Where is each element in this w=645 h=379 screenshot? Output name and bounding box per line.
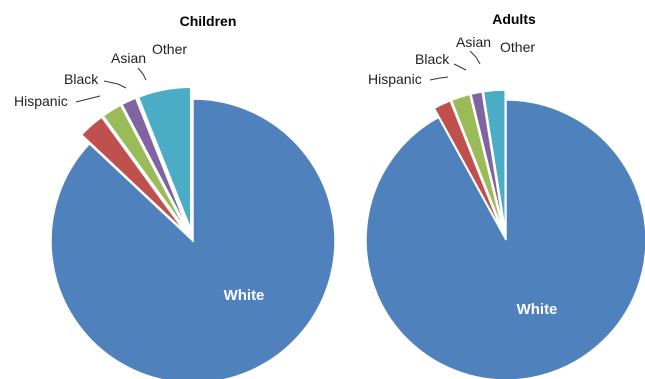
adults-leader-asian: [469, 50, 481, 65]
children-label-hispanic: Hispanic: [14, 93, 68, 109]
adults-label-white: White: [517, 301, 558, 318]
children-slice-asian: [120, 97, 189, 231]
adults-pie-chart: Adults White Hispanic Black Asian Other: [365, 11, 645, 379]
adults-slice-black: [450, 93, 504, 231]
adults-label-black: Black: [415, 51, 450, 67]
children-leader-asian: [137, 67, 147, 81]
adults-leader-hispanic: [429, 76, 449, 81]
children-pie-slices: [50, 86, 336, 379]
children-label-asian: Asian: [111, 50, 146, 66]
children-pie-labels: White Hispanic Black Asian Other: [14, 41, 264, 304]
adults-slice-other: [482, 89, 506, 231]
adults-leader-black: [453, 63, 467, 71]
adults-label-hispanic: Hispanic: [368, 71, 422, 87]
children-slice-hispanic: [80, 116, 186, 233]
children-leader-hispanic: [75, 95, 101, 103]
children-pie-chart: Children White Hispanic Black Asian Other: [14, 13, 336, 379]
children-label-other: Other: [152, 41, 187, 57]
adults-pie-slices: [365, 89, 645, 379]
adults-slice-hispanic: [433, 99, 503, 232]
children-leader-black: [103, 80, 127, 89]
adults-slice-white: [365, 99, 645, 379]
adults-slice-asian: [470, 91, 505, 231]
adults-label-asian: Asian: [456, 34, 491, 50]
children-label-black: Black: [64, 71, 99, 87]
children-slice-white: [50, 98, 336, 379]
children-slice-other: [137, 86, 192, 230]
children-chart-title: Children: [180, 13, 237, 29]
children-slice-black: [102, 104, 188, 232]
children-label-white: White: [224, 287, 265, 304]
adults-chart-title: Adults: [492, 11, 536, 27]
adults-label-other: Other: [500, 39, 535, 55]
adults-pie-labels: White Hispanic Black Asian Other: [368, 34, 557, 318]
